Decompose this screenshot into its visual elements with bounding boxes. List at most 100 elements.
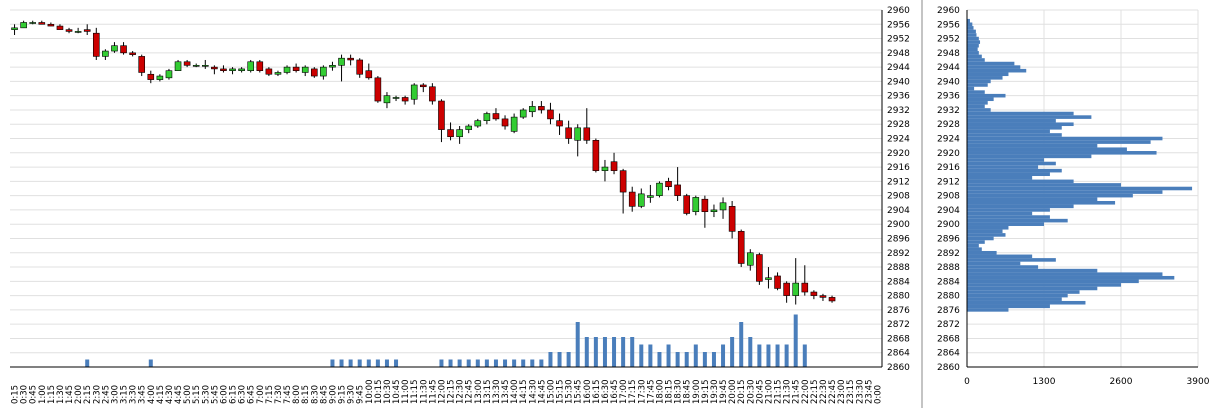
time-tick-label: 1:45 <box>65 385 75 404</box>
candle-body <box>619 170 627 193</box>
profile-bar <box>967 204 1074 209</box>
profile-price-label: 2864 <box>937 349 960 359</box>
profile-price-label: 2896 <box>937 234 960 244</box>
volume-bar <box>557 352 562 367</box>
profile-bar <box>967 122 1074 127</box>
price-tick-label: 2960 <box>887 6 910 16</box>
candle-body <box>683 195 691 214</box>
time-tick-label: 15:15 <box>556 380 566 405</box>
price-tick-label: 2948 <box>887 49 910 59</box>
profile-bar <box>967 197 1098 201</box>
candle-body <box>365 70 373 79</box>
time-tick-label: 3:00 <box>110 385 120 404</box>
candle-body <box>665 181 672 188</box>
candle-body <box>310 68 318 77</box>
profile-bar <box>967 126 1062 130</box>
volume-bar <box>802 344 807 367</box>
volume-bar <box>548 352 553 367</box>
time-tick-label: 3:45 <box>138 385 148 404</box>
profile-price-label: 2952 <box>937 35 960 45</box>
profile-bar <box>967 40 981 44</box>
profile-bar <box>967 233 1006 237</box>
time-tick-label: 5:00 <box>183 385 193 404</box>
profile-bar <box>967 247 982 251</box>
time-tick-label: 16:15 <box>592 380 602 405</box>
profile-bar <box>967 111 1074 116</box>
profile-bar <box>967 293 1068 298</box>
price-tick-label: 2896 <box>887 234 910 244</box>
candle-body <box>719 202 727 211</box>
price-tick-label: 2900 <box>887 220 910 230</box>
candle-body <box>574 127 582 141</box>
time-tick-label: 2:00 <box>74 385 84 404</box>
profile-bar <box>967 297 1062 301</box>
volume-bar <box>384 359 389 367</box>
time-tick-label: 0:00 <box>873 385 883 404</box>
price-tick-label: 2944 <box>887 63 910 73</box>
time-tick-label: 0:45 <box>29 385 39 404</box>
time-tick-label: 9:45 <box>356 385 366 404</box>
profile-price-label: 2912 <box>937 177 960 187</box>
volume-bar <box>666 344 671 367</box>
candle-body <box>74 31 82 33</box>
candle-body <box>220 68 227 71</box>
candle-body <box>547 109 554 120</box>
volume-bar <box>357 359 362 367</box>
price-tick-label: 2936 <box>887 92 910 102</box>
time-tick-label: 1:30 <box>56 385 66 404</box>
profile-price-label: 2916 <box>937 163 960 173</box>
profile-bar <box>967 79 991 84</box>
candle-body <box>392 97 400 99</box>
profile-bar <box>967 90 985 94</box>
time-tick-label: 7:15 <box>265 385 275 404</box>
candle-body <box>828 297 836 302</box>
profile-bar <box>967 208 1050 212</box>
candle-body <box>256 61 264 71</box>
time-tick-label: 14:30 <box>528 380 538 405</box>
volume-bar <box>584 337 589 367</box>
profile-bar <box>967 93 1006 98</box>
time-tick-label: 22:30 <box>819 380 829 405</box>
price-tick-label: 2876 <box>887 306 910 316</box>
candle-body <box>83 29 91 32</box>
time-tick-label: 17:30 <box>637 380 647 405</box>
profile-bar <box>967 143 1098 148</box>
profile-price-label: 2908 <box>937 192 960 202</box>
time-tick-label: 9:00 <box>328 385 338 404</box>
profile-bar <box>967 29 976 34</box>
profile-price-label: 2956 <box>937 20 960 30</box>
time-tick-label: 14:15 <box>519 380 529 405</box>
profile-bar <box>967 72 1009 77</box>
profile-bar <box>967 211 1033 216</box>
time-tick-label: 6:45 <box>247 385 257 404</box>
candle-body <box>174 61 182 71</box>
candle-body <box>419 84 427 88</box>
time-tick-label: 21:30 <box>783 380 793 405</box>
profile-bar <box>967 243 979 248</box>
volume-bar <box>621 337 626 367</box>
candle-body <box>92 32 100 57</box>
price-tick-label: 2932 <box>887 106 910 116</box>
time-tick-label: 12:45 <box>465 380 475 405</box>
profile-bar <box>967 218 1068 223</box>
time-tick-label: 2:30 <box>92 385 102 404</box>
time-tick-label: 12:30 <box>456 380 466 405</box>
time-tick-label: 21:00 <box>764 380 774 405</box>
profile-volume-label: 0 <box>964 377 970 387</box>
profile-bar <box>967 83 988 87</box>
time-tick-label: 5:45 <box>210 385 220 404</box>
time-tick-label: 1:00 <box>38 385 48 404</box>
time-tick-label: 10:30 <box>383 380 393 405</box>
candle-body <box>556 120 563 127</box>
profile-price-label: 2928 <box>937 120 960 130</box>
time-tick-label: 23:15 <box>846 380 856 405</box>
volume-bar <box>711 352 716 367</box>
volume-bar <box>675 352 680 367</box>
main-price-axis: 2860 2864 2868 2872 2876 2880 2884 2888 2892 2896… <box>887 6 910 373</box>
candle-body <box>265 68 273 75</box>
main-time-axis: 0:15 0:30 0:45 1:00 1:15 1:30 1:45 2:00 2:15 2:30… <box>11 379 884 404</box>
candle-body <box>356 59 364 75</box>
candle-body <box>56 25 64 30</box>
time-tick-label: 4:15 <box>156 385 166 404</box>
candle-body <box>519 109 527 118</box>
